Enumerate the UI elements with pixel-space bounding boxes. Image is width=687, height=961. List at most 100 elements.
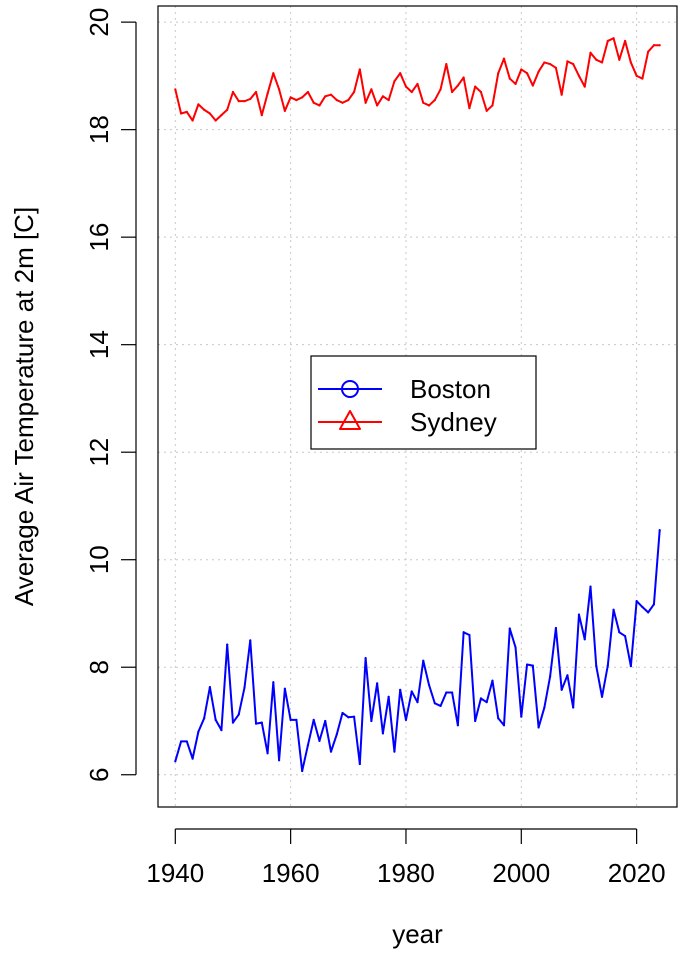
data-point-sydney	[479, 90, 483, 94]
data-point-sydney	[370, 88, 373, 91]
data-point-boston	[629, 665, 632, 668]
data-point-boston	[370, 719, 373, 723]
data-point-sydney	[283, 109, 286, 112]
data-point-sydney	[612, 37, 615, 40]
data-point-boston	[312, 718, 315, 722]
circle-marker-icon	[341, 380, 359, 398]
y-tick-label: 12	[84, 438, 114, 467]
data-point-boston	[179, 740, 183, 743]
x-axis: 1940 1960 1980 2000 2020	[146, 828, 666, 888]
data-point-sydney	[618, 58, 621, 61]
data-point-sydney	[451, 90, 454, 94]
data-point-boston	[422, 659, 425, 662]
data-point-boston	[266, 752, 269, 755]
data-point-boston	[289, 718, 292, 722]
data-point-sydney	[364, 101, 367, 104]
data-point-boston	[393, 750, 396, 753]
data-point-sydney	[312, 101, 315, 104]
data-point-sydney	[606, 39, 609, 43]
data-point-sydney	[525, 72, 529, 75]
data-point-sydney	[237, 100, 240, 103]
data-point-boston	[479, 697, 483, 700]
data-point-sydney	[422, 101, 425, 104]
y-tick-label: 20	[84, 8, 114, 37]
data-point-boston	[243, 686, 246, 689]
data-point-sydney	[352, 90, 356, 94]
data-point-boston	[203, 717, 206, 720]
y-axis: 6 8 10 12 14 16 18 20	[84, 8, 137, 782]
data-point-sydney	[185, 110, 188, 114]
x-axis-title: year	[392, 919, 443, 949]
data-point-sydney	[341, 101, 344, 104]
data-point-boston	[612, 608, 615, 611]
data-point-boston	[278, 759, 281, 762]
data-point-sydney	[427, 104, 431, 107]
data-point-sydney	[254, 90, 258, 94]
data-point-boston	[514, 646, 517, 649]
data-point-boston	[497, 717, 500, 720]
data-point-sydney	[174, 88, 177, 91]
data-point-boston	[531, 664, 534, 667]
data-point-boston	[560, 688, 563, 691]
series-boston	[174, 529, 661, 773]
data-point-boston	[554, 626, 558, 630]
data-point-boston	[283, 687, 286, 690]
plot-frame	[157, 5, 678, 808]
data-point-boston	[341, 711, 344, 715]
data-point-sydney	[306, 90, 310, 94]
data-point-sydney	[439, 88, 442, 91]
data-point-boston	[226, 643, 229, 646]
data-point-sydney	[572, 62, 575, 66]
data-point-boston	[381, 732, 384, 735]
data-point-boston	[445, 691, 448, 694]
data-point-boston	[335, 733, 338, 736]
data-point-boston	[618, 631, 621, 634]
data-point-boston	[508, 627, 511, 630]
data-point-boston	[376, 682, 379, 685]
y-tick-label: 16	[84, 223, 114, 252]
triangle-marker-icon	[339, 410, 361, 430]
data-point-boston	[543, 706, 546, 709]
data-point-sydney	[295, 98, 298, 102]
data-point-sydney	[416, 82, 419, 86]
y-tick-label: 14	[84, 330, 114, 359]
data-point-sydney	[543, 61, 546, 64]
legend-entry-sydney: Sydney	[318, 407, 497, 437]
x-tick-label: 2020	[608, 858, 666, 888]
data-point-sydney	[272, 72, 275, 75]
data-point-sydney	[462, 76, 465, 79]
data-point-sydney	[260, 114, 263, 117]
data-point-boston	[502, 724, 506, 727]
data-point-sydney	[358, 68, 361, 71]
data-point-boston	[468, 633, 471, 637]
data-point-sydney	[203, 108, 206, 111]
data-point-boston	[249, 639, 252, 642]
legend-label-boston: Boston	[410, 374, 491, 404]
data-point-sydney	[531, 84, 534, 87]
data-point-boston	[214, 718, 217, 722]
data-point-sydney	[399, 72, 402, 75]
data-point-boston	[647, 611, 650, 614]
data-point-boston	[387, 695, 390, 698]
data-point-sydney	[289, 96, 292, 99]
data-point-sydney	[381, 95, 384, 98]
data-point-boston	[318, 739, 321, 742]
data-point-boston	[606, 664, 609, 667]
data-point-boston	[462, 631, 465, 634]
data-point-boston	[191, 757, 194, 760]
data-point-boston	[583, 638, 586, 641]
legend-box	[310, 355, 537, 450]
data-point-boston	[174, 760, 177, 763]
series-sydney	[174, 37, 661, 122]
data-point-boston	[456, 724, 459, 727]
y-tick-label: 8	[84, 660, 114, 674]
data-point-boston	[566, 674, 569, 677]
data-point-sydney	[629, 61, 632, 64]
data-point-boston	[600, 695, 604, 698]
data-point-boston	[185, 740, 188, 743]
data-point-sydney	[554, 66, 558, 69]
data-point-sydney	[508, 77, 511, 80]
data-point-sydney	[520, 68, 523, 71]
data-point-sydney	[278, 88, 281, 91]
